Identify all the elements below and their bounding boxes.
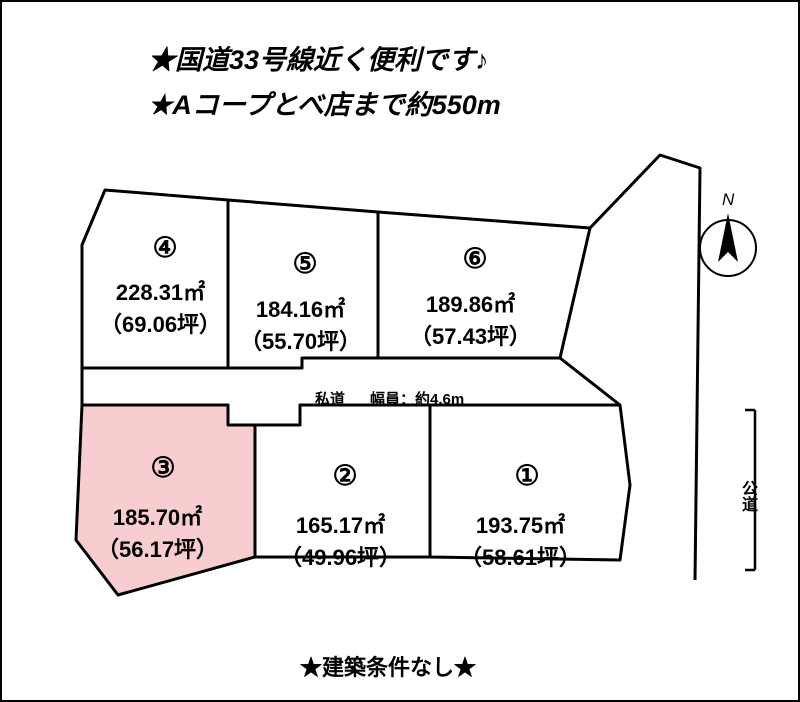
lot-3-tsubo: （56.17坪） — [97, 537, 218, 562]
lot-5-tsubo: （55.70坪） — [240, 329, 361, 354]
lot-6-number: ⑥ — [460, 243, 490, 273]
lot-4-number: ④ — [150, 232, 180, 262]
lot-5-number: ⑤ — [290, 248, 320, 278]
lot-1-area: 193.75㎡ （58.61坪） — [460, 508, 581, 572]
site-plan-svg — [0, 0, 800, 702]
lot-2-sqm: 165.17㎡ — [296, 513, 385, 538]
lot-2-tsubo: （49.96坪） — [280, 545, 401, 570]
road-width-label: 幅員：約4.6m — [370, 388, 464, 409]
lot-4-tsubo: （69.06坪） — [100, 312, 221, 337]
lot-1-sqm: 193.75㎡ — [476, 513, 565, 538]
footer-condition: ★建築条件なし★ — [300, 650, 476, 682]
lot-6-tsubo: （57.43坪） — [410, 324, 531, 349]
lot-5-area: 184.16㎡ （55.70坪） — [240, 292, 361, 356]
lot-2-number: ② — [330, 460, 360, 490]
lot-3-area: 185.70㎡ （56.17坪） — [97, 500, 218, 564]
lot-2-area: 165.17㎡ （49.96坪） — [280, 508, 401, 572]
lot-1-number: ① — [512, 460, 542, 490]
lot-3-sqm: 185.70㎡ — [113, 505, 202, 530]
compass-north-label: N — [722, 190, 734, 210]
lot-5-sqm: 184.16㎡ — [256, 297, 345, 322]
lot-4-area: 228.31㎡ （69.06坪） — [100, 275, 221, 339]
public-road-label: 公道 — [735, 480, 759, 512]
lot-1-tsubo: （58.61坪） — [460, 545, 581, 570]
lot-4-sqm: 228.31㎡ — [116, 280, 205, 305]
lot-6-sqm: 189.86㎡ — [426, 292, 515, 317]
lot-3-number: ③ — [148, 452, 178, 482]
lot-6-area: 189.86㎡ （57.43坪） — [410, 287, 531, 351]
private-road-label: 私道 — [315, 388, 345, 409]
